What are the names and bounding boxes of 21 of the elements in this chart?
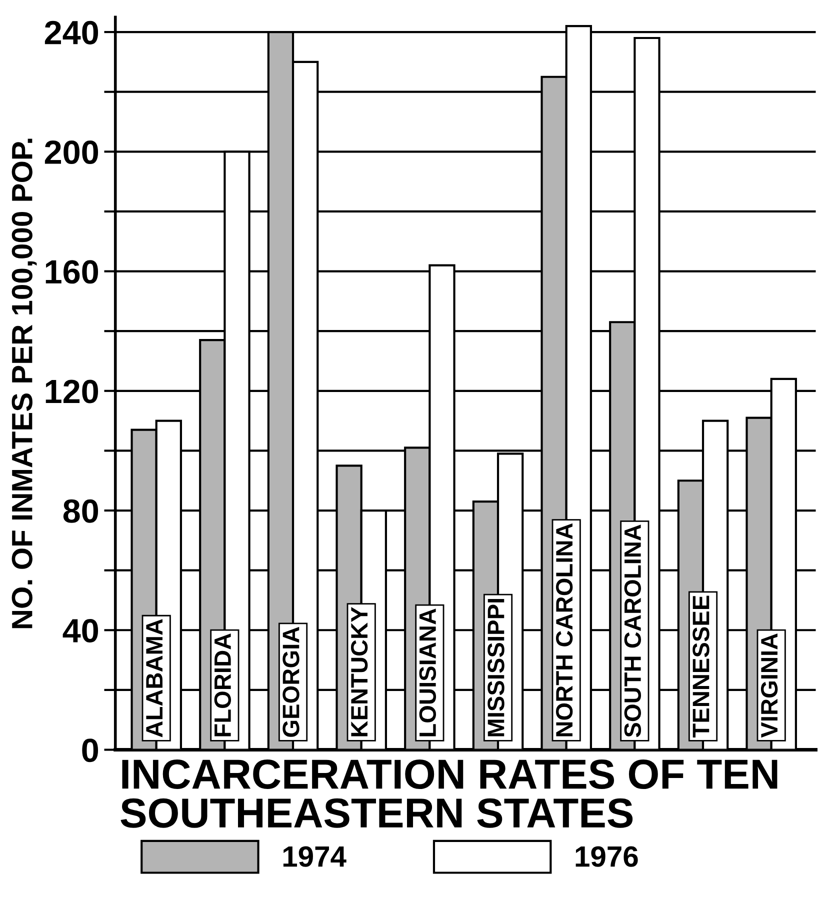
x-tick-label: NORTH CAROLINA bbox=[556, 523, 573, 736]
x-tick-label: KENTUCKY bbox=[350, 607, 368, 736]
y-tick-label: 40 bbox=[62, 618, 98, 643]
y-tick-label: 240 bbox=[44, 20, 98, 44]
y-tick-label: 120 bbox=[46, 380, 98, 404]
y-tick-label: 200 bbox=[44, 140, 98, 164]
legend-label: 1976 bbox=[576, 846, 638, 867]
x-tick-label: FLORIDA bbox=[214, 634, 232, 736]
y-tick-label: 80 bbox=[63, 499, 98, 523]
legend-label: 1974 bbox=[283, 846, 346, 867]
x-tick-label: GEORGIA bbox=[282, 626, 300, 737]
y-axis-title: NO. OF INMATES PER 100,000 POP. bbox=[12, 138, 37, 628]
y-tick-label: 0 bbox=[82, 738, 98, 762]
x-tick-label: LOUISIANA bbox=[419, 608, 436, 736]
x-tick-label: ALABAMA bbox=[146, 619, 162, 738]
text: INCARCERATION RATES OF TEN SOUTHEASTERN STATES bbox=[120, 759, 778, 828]
x-tick-label: SOUTH CAROLINA bbox=[624, 524, 642, 738]
x-tick-label: VIRGINIA bbox=[760, 633, 778, 738]
x-tick-label: MISSISSIPPI bbox=[488, 598, 504, 736]
y-tick-label: 160 bbox=[46, 260, 98, 284]
x-tick-label: TENNESSEE bbox=[692, 596, 710, 738]
